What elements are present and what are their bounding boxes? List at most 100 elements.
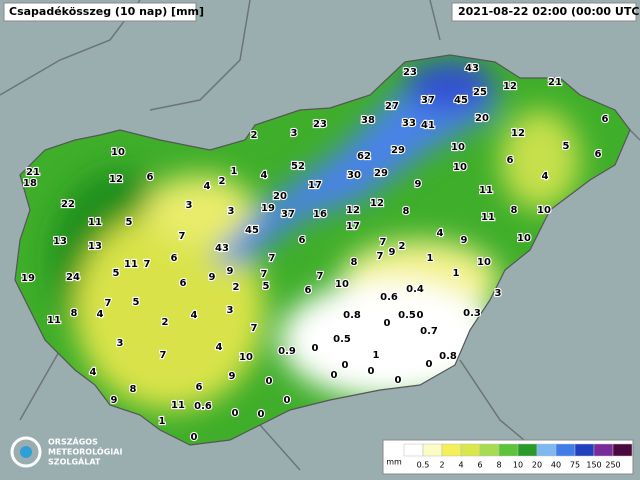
station-value: 0.4 (406, 284, 424, 295)
station-value: 13 (53, 236, 67, 247)
legend-swatch (422, 443, 443, 457)
legend-label: 10 (513, 461, 523, 470)
station-value: 9 (389, 247, 396, 258)
station-value: 33 (402, 118, 416, 129)
station-value: 7 (105, 298, 112, 309)
logo-text: SZOLGÁLAT (48, 456, 101, 467)
station-value: 37 (421, 95, 435, 106)
legend-label: 8 (496, 461, 501, 470)
station-value: 7 (251, 323, 258, 334)
station-value: 9 (415, 179, 422, 190)
station-value: 5 (133, 297, 140, 308)
station-value: 7 (380, 237, 387, 248)
station-value: 5 (563, 141, 570, 152)
station-value: 7 (261, 269, 268, 280)
legend-swatch (593, 443, 614, 457)
station-value: 0.3 (463, 308, 481, 319)
station-value: 45 (245, 225, 259, 236)
station-value: 29 (374, 168, 388, 179)
station-value: 6 (299, 235, 306, 246)
station-value: 0 (266, 376, 273, 387)
legend-swatch (441, 443, 462, 457)
station-value: 11 (124, 259, 138, 270)
station-value: 2 (233, 282, 240, 293)
legend-label: 150 (586, 461, 601, 470)
station-value: 0 (417, 310, 424, 321)
station-value: 62 (357, 151, 371, 162)
legend-label: 75 (570, 461, 580, 470)
station-value: 0.6 (194, 401, 212, 412)
station-value: 8 (511, 205, 518, 216)
station-value: 23 (313, 119, 327, 130)
station-value: 30 (347, 170, 361, 181)
station-value: 0.6 (380, 292, 398, 303)
station-value: 13 (88, 241, 102, 252)
station-value: 7 (160, 350, 167, 361)
station-value: 23 (403, 67, 417, 78)
legend-label: 250 (605, 461, 620, 470)
station-value: 20 (273, 191, 287, 202)
station-value: 4 (191, 310, 198, 321)
station-value: 6 (180, 278, 187, 289)
logo-icon (10, 436, 42, 468)
title: Csapadékösszeg (10 nap) [mm] (9, 5, 204, 18)
station-value: 8 (71, 308, 78, 319)
legend-swatch (479, 443, 500, 457)
station-value: 0 (191, 432, 198, 443)
station-value: 6 (507, 155, 514, 166)
station-value: 4 (97, 309, 104, 320)
station-value: 9 (227, 266, 234, 277)
station-value: 10 (477, 257, 491, 268)
legend-swatch (498, 443, 519, 457)
station-value: 45 (454, 95, 468, 106)
station-value: 2 (399, 241, 406, 252)
station-value: 38 (361, 115, 375, 126)
station-value: 10 (335, 279, 349, 290)
station-value: 5 (263, 281, 270, 292)
station-value: 11 (171, 400, 185, 411)
legend-label: 40 (551, 461, 561, 470)
station-value: 12 (109, 174, 123, 185)
station-value: 6 (196, 382, 203, 393)
station-value: 10 (453, 162, 467, 173)
title-box (3, 2, 197, 22)
station-value: 41 (421, 120, 435, 131)
station-value: 5 (126, 217, 133, 228)
legend-swatch (536, 443, 557, 457)
station-value: 4 (216, 342, 223, 353)
station-value: 18 (23, 178, 37, 189)
station-value: 6 (147, 172, 154, 183)
station-value: 6 (602, 114, 609, 125)
station-value: 27 (385, 101, 399, 112)
station-value: 0 (232, 408, 239, 419)
station-value: 10 (451, 142, 465, 153)
station-value: 8 (351, 257, 358, 268)
legend-label: 0.5 (417, 461, 430, 470)
station-value: 7 (317, 271, 324, 282)
station-value: 9 (111, 395, 118, 406)
station-value: 4 (261, 170, 268, 181)
legend-swatch (460, 443, 481, 457)
station-value: 3 (228, 206, 235, 217)
station-value: 17 (346, 221, 360, 232)
station-value: 0 (342, 360, 349, 371)
station-value: 6 (305, 285, 312, 296)
station-value: 6 (171, 253, 178, 264)
station-value: 11 (479, 185, 493, 196)
logo-text: ORSZÁGOS (48, 436, 98, 447)
legend-swatch (612, 443, 633, 457)
station-value: 24 (66, 272, 80, 283)
station-value: 0.8 (343, 310, 361, 321)
station-value: 0 (368, 366, 375, 377)
station-value: 4 (90, 367, 97, 378)
legend-swatch (574, 443, 595, 457)
station-value: 9 (209, 272, 216, 283)
station-value: 0 (284, 395, 291, 406)
station-value: 21 (26, 167, 40, 178)
legend: 0.5 2 4 6 8 10 20 40 75 150 250 (403, 443, 633, 470)
station-value: 25 (473, 87, 487, 98)
legend-swatch (403, 443, 424, 457)
station-value: 1 (373, 350, 380, 361)
legend-unit: mm (386, 458, 402, 467)
